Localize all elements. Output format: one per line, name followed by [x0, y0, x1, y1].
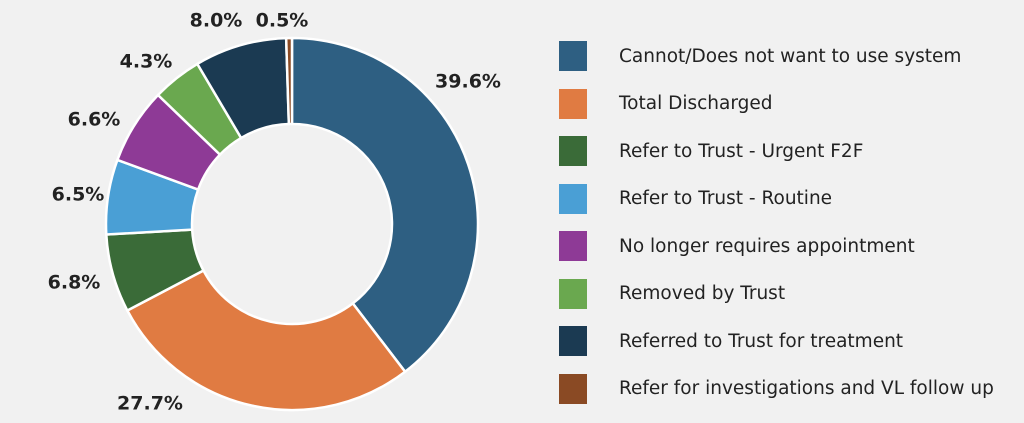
slice-percent-label-2: 27.7%	[117, 393, 183, 415]
legend-label: Refer for investigations and VL follow u…	[619, 378, 994, 399]
legend-item-2: Total Discharged	[559, 88, 1019, 119]
legend-item-5: No longer requires appointment	[559, 231, 1019, 261]
donut-slices	[104, 36, 480, 412]
legend-label: Refer to Trust - Routine	[619, 188, 833, 209]
legend-swatch	[559, 373, 587, 404]
legend-item-4: Refer to Trust - Routine	[559, 183, 1019, 214]
slice-percent-label-1: 39.6%	[435, 71, 501, 93]
legend-swatch	[559, 326, 587, 356]
legend-swatch	[559, 278, 587, 309]
legend-label: Removed by Trust	[619, 283, 786, 304]
donut-slice-labels: 39.6% 27.7% 6.8% 6.5% 6.6% 4.3% 8.0% 0.5%	[48, 10, 501, 415]
legend-label: Cannot/Does not want to use system	[619, 45, 962, 67]
legend-swatch	[559, 41, 587, 71]
legend-item-8: Refer for investigations and VL follow u…	[559, 373, 1019, 404]
legend-item-6: Removed by Trust	[559, 278, 1019, 309]
legend-item-7: Referred to Trust for treatment	[559, 326, 1019, 356]
donut-slice-2	[126, 269, 407, 412]
legend-label: Total Discharged	[619, 93, 773, 114]
legend-swatch	[559, 136, 587, 166]
slice-percent-label-7: 8.0%	[190, 10, 243, 32]
donut-chart-plot: 39.6% 27.7% 6.8% 6.5% 6.6% 4.3% 8.0% 0.5%	[48, 10, 501, 415]
legend-swatch	[559, 88, 587, 119]
legend-label: Refer to Trust - Urgent F2F	[619, 140, 864, 162]
legend-label: Referred to Trust for treatment	[619, 330, 904, 352]
legend-item-3: Refer to Trust - Urgent F2F	[559, 136, 1019, 166]
slice-percent-label-6: 4.3%	[120, 51, 173, 73]
legend-label: No longer requires appointment	[619, 235, 915, 257]
slice-percent-label-5: 6.6%	[68, 109, 121, 131]
legend-swatch	[559, 183, 587, 214]
legend-item-1: Cannot/Does not want to use system	[559, 41, 1019, 71]
slice-percent-label-8: 0.5%	[256, 10, 309, 32]
slice-percent-label-3: 6.8%	[48, 272, 101, 294]
legend-swatch	[559, 231, 587, 261]
slice-percent-label-4: 6.5%	[52, 184, 105, 206]
chart-legend: Cannot/Does not want to use system Total …	[559, 41, 1019, 421]
donut-slice-1	[290, 36, 480, 373]
donut-slice-8	[284, 36, 294, 126]
